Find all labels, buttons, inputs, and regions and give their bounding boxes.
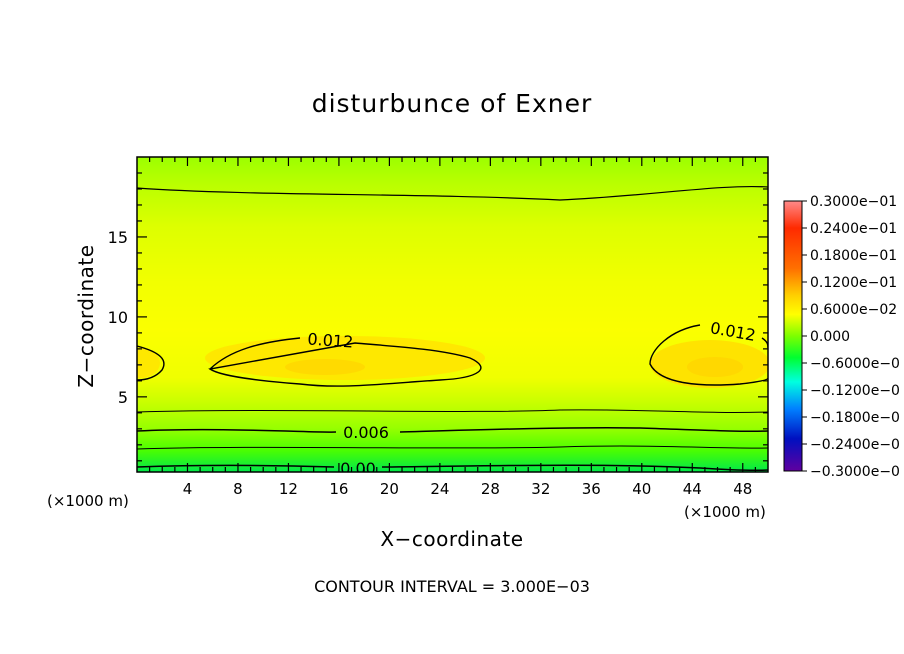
x-tick-label: 44	[683, 480, 702, 498]
contour-label-0000: 0.00	[340, 459, 376, 478]
y-axis-ticks: 5 10 15	[108, 172, 768, 462]
colorbar-label: −0.3000e−0	[810, 464, 900, 480]
colorbar	[783, 200, 803, 472]
contour-line-0006	[137, 427, 768, 433]
x-tick-label: 16	[329, 480, 348, 498]
y-tick-label: 10	[108, 308, 128, 327]
x-tick-label: 24	[430, 480, 449, 498]
contour-interval-note: CONTOUR INTERVAL = 3.000E−03	[314, 577, 590, 596]
field-background	[137, 157, 768, 472]
contour-line-lower-1	[137, 409, 768, 413]
y-tick-label: 5	[118, 388, 128, 407]
colorbar-label: −0.1200e−0	[810, 383, 900, 399]
x-axis-ticks: 4 8 12 16 20 24 28 32 36 40 44 48	[149, 157, 756, 498]
x-unit-right: (×1000 m)	[684, 503, 766, 521]
field-max-core-right	[687, 357, 743, 377]
field-max-blob-left	[205, 336, 485, 380]
contour-line-0000	[137, 464, 768, 472]
y-tick-label: 15	[108, 228, 128, 247]
chart-title: disturbunce of Exner	[312, 89, 593, 118]
x-axis-title: X−coordinate	[380, 527, 523, 551]
contour-label-0006: 0.006	[343, 423, 389, 442]
x-tick-label: 40	[632, 480, 651, 498]
x-tick-label: 12	[279, 480, 298, 498]
x-tick-label: 8	[233, 480, 243, 498]
x-tick-label: 36	[582, 480, 601, 498]
colorbar-label: 0.2400e−01	[810, 221, 897, 237]
x-tick-label: 32	[531, 480, 550, 498]
x-unit-left: (×1000 m)	[47, 492, 129, 510]
contour-line-0012-left	[208, 337, 482, 387]
x-tick-label: 4	[183, 480, 193, 498]
colorbar-label: 0.3000e−01	[810, 194, 897, 210]
field-max-blob-edge	[137, 348, 160, 378]
contour-label-0012-left: 0.012	[307, 329, 354, 351]
x-tick-label: 28	[481, 480, 500, 498]
colorbar-label: 0.6000e−02	[810, 302, 897, 318]
x-tick-label: 48	[733, 480, 752, 498]
colorbar-label: −0.6000e−0	[810, 356, 900, 372]
y-axis-title: Z−coordinate	[74, 244, 98, 387]
colorbar-label: 0.1200e−01	[810, 275, 897, 291]
field-max-core-left	[285, 359, 365, 375]
contour-line-top	[137, 185, 768, 201]
colorbar-label: −0.2400e−0	[810, 437, 900, 453]
colorbar-label: −0.1800e−0	[810, 410, 900, 426]
contour-line-lower-2	[137, 445, 768, 450]
contour-field: 0.012 0.012 0.006 0.00	[137, 157, 768, 478]
x-tick-label: 20	[380, 480, 399, 498]
colorbar-labels: 0.3000e−01 0.2400e−01 0.1800e−01 0.1200e−01…	[802, 194, 900, 480]
colorbar-label: 0.000	[810, 329, 850, 345]
contour-line-0012-edge	[137, 345, 165, 381]
colorbar-label: 0.1800e−01	[810, 248, 897, 264]
